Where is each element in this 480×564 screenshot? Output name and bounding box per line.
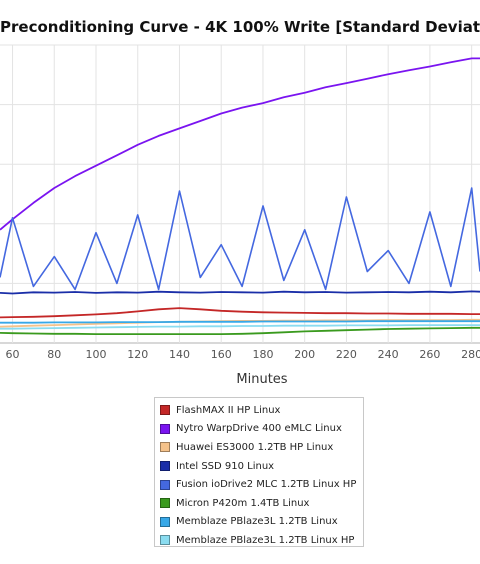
legend-swatch <box>160 423 170 434</box>
x-tick-label: 120 <box>127 348 148 361</box>
legend-item[interactable]: Nytro WarpDrive 400 eMLC Linux <box>155 420 363 439</box>
x-tick-label: 140 <box>169 348 190 361</box>
x-tick-label: 100 <box>86 348 107 361</box>
legend-item[interactable]: Micron P420m 1.4TB Linux <box>155 494 363 513</box>
series-line-2 <box>0 57 480 231</box>
x-tick-label: 260 <box>419 348 440 361</box>
legend-swatch <box>160 405 170 416</box>
x-tick-label: 160 <box>211 348 232 361</box>
series-line-4 <box>0 290 480 295</box>
legend-swatch <box>160 461 170 472</box>
legend-swatch <box>160 442 170 453</box>
x-tick-label: 80 <box>47 348 61 361</box>
x-tick-label: 240 <box>378 348 399 361</box>
chart-legend: FlashMAX II HP Linux Nytro WarpDrive 400 … <box>154 397 364 547</box>
legend-item[interactable]: Intel SSD 910 Linux <box>155 457 363 476</box>
grid-layer <box>0 44 480 344</box>
legend-swatch <box>160 535 170 546</box>
legend-item[interactable]: Fusion ioDrive2 MLC 1.2TB Linux HP <box>155 475 363 494</box>
series-line-1 <box>0 307 480 319</box>
x-axis-title: Minutes <box>236 372 287 387</box>
legend-swatch <box>160 479 170 490</box>
x-tick-label: 200 <box>294 348 315 361</box>
legend-label: FlashMAX II HP Linux <box>176 404 281 416</box>
legend-label: Huawei ES3000 1.2TB HP Linux <box>176 441 334 453</box>
x-tick-label: 60 <box>6 348 20 361</box>
legend-item[interactable]: Huawei ES3000 1.2TB HP Linux <box>155 438 363 457</box>
series-line-6 <box>0 326 480 336</box>
x-tick-label: 280 <box>461 348 480 361</box>
legend-item[interactable]: FlashMAX II HP Linux <box>155 401 363 420</box>
legend-item[interactable]: Memblaze PBlaze3L 1.2TB Linux HP <box>155 531 363 550</box>
legend-swatch <box>160 498 170 509</box>
legend-label: Memblaze PBlaze3L 1.2TB Linux <box>176 516 338 528</box>
x-tick-label: 180 <box>252 348 273 361</box>
series-line-5 <box>0 187 480 291</box>
legend-label: Memblaze PBlaze3L 1.2TB Linux HP <box>176 534 355 546</box>
x-tick-label: 220 <box>336 348 357 361</box>
series-layer <box>0 57 480 336</box>
legend-item[interactable]: Memblaze PBlaze3L 1.2TB Linux <box>155 513 363 532</box>
tick-layer: 60 80 100 120 140 160 180 200 220 240 260 280 <box>6 348 480 361</box>
legend-swatch <box>160 516 170 527</box>
series-line-7 <box>0 320 480 324</box>
legend-label: Micron P420m 1.4TB Linux <box>176 497 310 509</box>
legend-label: Nytro WarpDrive 400 eMLC Linux <box>176 423 342 435</box>
chart-title: Preconditioning Curve - 4K 100% Write [S… <box>0 18 480 36</box>
legend-label: Fusion ioDrive2 MLC 1.2TB Linux HP <box>176 479 357 491</box>
legend-label: Intel SSD 910 Linux <box>176 460 275 472</box>
series-line-8 <box>0 324 480 330</box>
